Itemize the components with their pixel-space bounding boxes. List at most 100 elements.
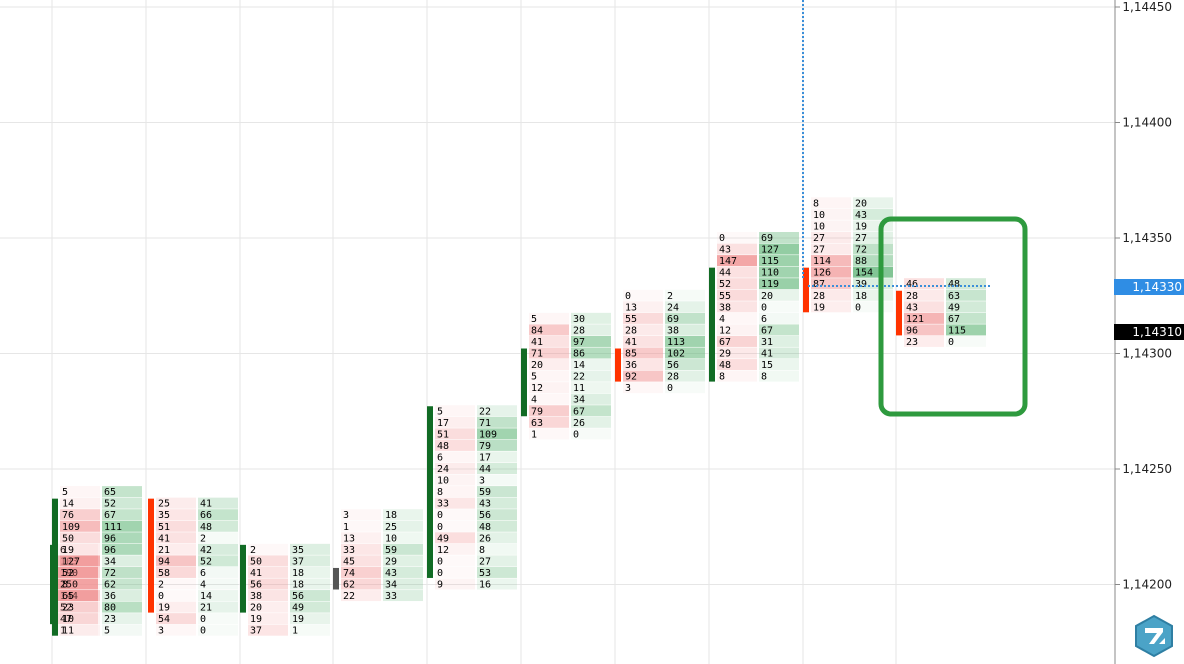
ask-volume: 25 xyxy=(385,522,397,533)
ask-volume: 65 xyxy=(104,487,116,498)
ask-cell xyxy=(383,566,423,578)
ask-volume: 18 xyxy=(385,510,397,521)
bid-cell xyxy=(435,497,475,509)
bid-cell xyxy=(529,382,569,394)
bid-volume: 10 xyxy=(62,614,74,625)
bid-cell xyxy=(623,370,663,382)
ask-volume: 53 xyxy=(479,568,491,579)
candle-body xyxy=(427,406,433,578)
bid-cell xyxy=(435,555,475,567)
bid-volume: 10 xyxy=(813,210,825,221)
bid-cell xyxy=(623,335,663,347)
bid-volume: 2 xyxy=(250,545,256,556)
ask-cell xyxy=(198,601,238,613)
bid-cell xyxy=(811,208,851,220)
ask-volume: 0 xyxy=(200,614,206,625)
bid-volume: 190 xyxy=(60,568,78,579)
bid-volume: 114 xyxy=(813,256,831,267)
bid-volume: 50 xyxy=(62,533,74,544)
ask-cell xyxy=(383,555,423,567)
ask-cell xyxy=(477,428,517,440)
ask-volume: 30 xyxy=(573,314,585,325)
candle-body xyxy=(709,267,715,382)
ask-volume: 42 xyxy=(200,545,212,556)
ask-cell xyxy=(477,463,517,474)
ask-cell xyxy=(102,566,142,578)
candle-body xyxy=(333,567,339,590)
ask-volume: 69 xyxy=(761,233,773,244)
bid-cell xyxy=(904,301,944,313)
bid-cell xyxy=(904,278,944,290)
ask-cell xyxy=(102,543,142,555)
bid-volume: 10 xyxy=(813,221,825,232)
ask-cell xyxy=(571,382,611,394)
last-price-tag: 1,14310 xyxy=(1114,324,1184,340)
bid-volume: 19 xyxy=(158,603,170,614)
bid-cell xyxy=(529,416,569,428)
bid-cell xyxy=(60,486,100,498)
ask-cell xyxy=(477,555,517,567)
ask-cell xyxy=(571,324,611,336)
bid-cell xyxy=(811,197,851,209)
ask-cell xyxy=(383,520,423,532)
ask-volume: 96 xyxy=(104,545,116,556)
ask-volume: 4 xyxy=(200,580,206,591)
bid-cell xyxy=(156,520,196,532)
ask-volume: 62 xyxy=(104,580,116,591)
ask-cell xyxy=(477,543,517,555)
bid-cell xyxy=(58,590,98,602)
ask-cell xyxy=(290,543,330,555)
bid-cell xyxy=(529,370,569,382)
ask-volume: 8 xyxy=(479,545,485,556)
ask-volume: 48 xyxy=(948,279,960,290)
bid-volume: 92 xyxy=(625,372,637,383)
ask-cell xyxy=(102,532,142,544)
bid-volume: 65 xyxy=(62,591,74,602)
ask-cell xyxy=(665,347,705,359)
ask-cell xyxy=(477,451,517,463)
ask-volume: 96 xyxy=(104,533,116,544)
ask-volume: 43 xyxy=(855,210,867,221)
ask-volume: 19 xyxy=(292,614,304,625)
bid-volume: 0 xyxy=(437,556,443,567)
bid-volume: 23 xyxy=(62,603,74,614)
ask-volume: 0 xyxy=(667,383,673,394)
ask-cell xyxy=(383,590,423,602)
ask-volume: 22 xyxy=(573,372,585,383)
ask-cell xyxy=(665,312,705,324)
bid-cell xyxy=(529,359,569,371)
bid-cell xyxy=(717,324,757,336)
bid-cell xyxy=(435,578,475,590)
ask-volume: 49 xyxy=(948,302,960,313)
ask-volume: 15 xyxy=(761,360,773,371)
bid-cell xyxy=(156,532,196,544)
ask-cell xyxy=(571,335,611,347)
bid-cell xyxy=(904,335,944,347)
bid-cell xyxy=(811,289,851,301)
ask-volume: 72 xyxy=(855,245,867,256)
bid-cell xyxy=(58,601,98,613)
ask-volume: 2 xyxy=(667,291,673,302)
bid-cell xyxy=(248,543,288,555)
bid-volume: 5 xyxy=(437,406,443,417)
bid-volume: 0 xyxy=(437,510,443,521)
candle-body xyxy=(240,544,246,613)
ask-volume: 38 xyxy=(667,325,679,336)
footprint-bars xyxy=(50,267,902,636)
bid-cell xyxy=(529,393,569,405)
bid-volume: 21 xyxy=(158,545,170,556)
ask-volume: 18 xyxy=(292,568,304,579)
bid-volume: 54 xyxy=(158,614,170,625)
ask-volume: 67 xyxy=(761,325,773,336)
bid-cell xyxy=(717,347,757,359)
ask-cell xyxy=(759,301,799,313)
ask-cell xyxy=(571,359,611,371)
bid-cell xyxy=(811,255,851,267)
bid-cell xyxy=(623,289,663,301)
ask-volume: 43 xyxy=(385,568,397,579)
bid-volume: 56 xyxy=(250,580,262,591)
bid-volume: 85 xyxy=(625,349,637,360)
bid-cell xyxy=(904,312,944,324)
